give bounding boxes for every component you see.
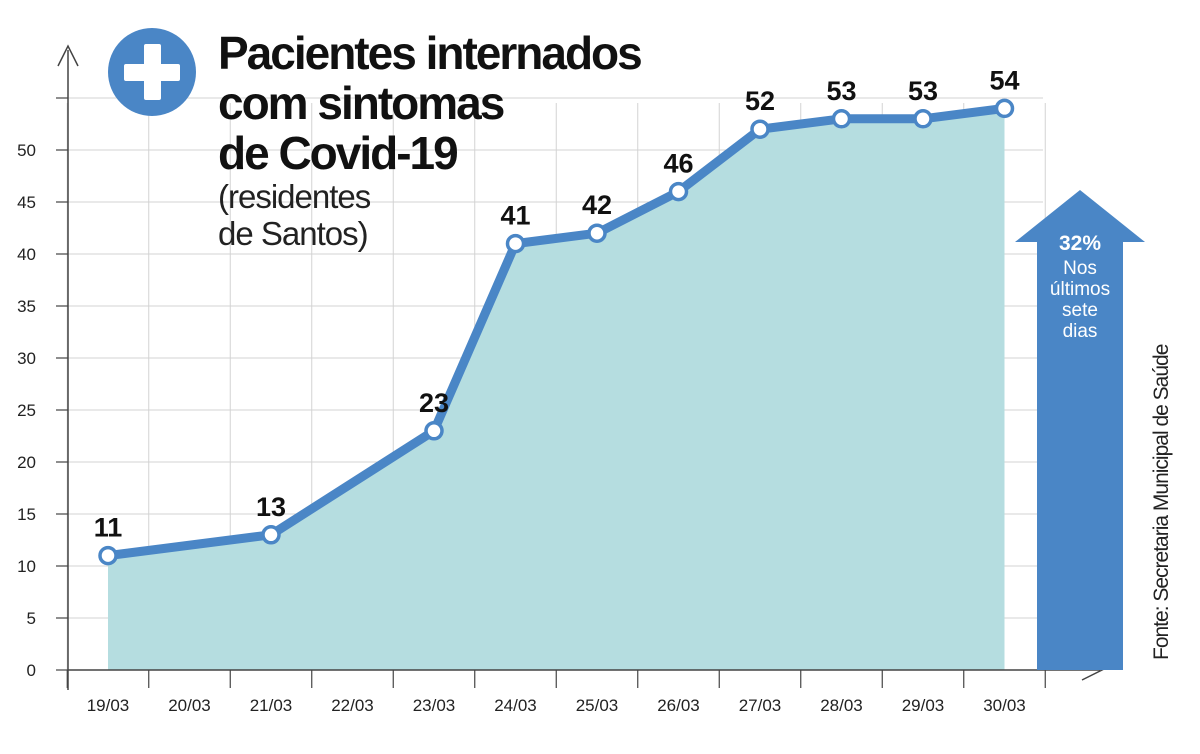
y-tick-label: 45 [17, 193, 36, 212]
y-tick-label: 10 [17, 557, 36, 576]
y-tick-label: 25 [17, 401, 36, 420]
data-label: 54 [989, 65, 1019, 95]
data-labels: 11 13 23 41 42 46 52 53 53 54 [94, 65, 1020, 542]
data-label: 52 [745, 86, 775, 116]
data-label: 11 [94, 513, 123, 543]
series-line [103, 103, 1009, 561]
up-arrow-shape [1015, 190, 1145, 670]
data-point [587, 223, 607, 243]
plus-cross-icon [108, 28, 196, 116]
x-tick-label: 27/03 [739, 696, 782, 715]
data-point [750, 119, 770, 139]
y-tick-label: 35 [17, 297, 36, 316]
data-point [424, 421, 444, 441]
data-point [913, 109, 933, 129]
growth-desc-line: dias [1062, 321, 1098, 342]
y-axis-ticks: 0 5 10 15 20 25 30 35 40 45 50 [17, 141, 36, 680]
data-label: 13 [256, 492, 286, 522]
y-tick-label: 0 [27, 661, 36, 680]
y-tick-label: 30 [17, 349, 36, 368]
x-tick-label: 21/03 [250, 696, 293, 715]
data-label: 42 [582, 190, 612, 220]
subtitle-line-1: (residentes [218, 178, 371, 215]
icon-cross-horizontal [124, 64, 180, 81]
growth-desc-line: sete [1062, 300, 1098, 321]
x-tick-label: 26/03 [657, 696, 700, 715]
data-point [994, 98, 1015, 119]
data-label: 53 [908, 76, 938, 106]
series-area [108, 108, 1005, 670]
up-arrow [1015, 190, 1145, 670]
growth-percent: 32% [1058, 232, 1102, 255]
data-point [261, 525, 281, 545]
x-tick-label: 23/03 [413, 696, 456, 715]
data-point [98, 545, 118, 566]
x-tick-label: 29/03 [902, 696, 945, 715]
data-point [505, 233, 526, 254]
x-tick-label: 30/03 [983, 696, 1026, 715]
data-label: 46 [663, 149, 693, 179]
growth-description: Nos últimos sete dias [1040, 258, 1120, 342]
growth-desc-line: Nos [1063, 258, 1097, 279]
x-tick-label: 22/03 [331, 696, 374, 715]
data-label: 23 [419, 388, 449, 418]
y-tick-label: 40 [17, 245, 36, 264]
data-label: 53 [826, 76, 856, 106]
y-tick-label: 15 [17, 505, 36, 524]
x-tick-label: 24/03 [494, 696, 537, 715]
series-points [98, 98, 1015, 566]
growth-desc-line: últimos [1049, 279, 1111, 300]
x-tick-label: 20/03 [168, 696, 211, 715]
subtitle-line-2: de Santos) [218, 215, 369, 252]
axes [56, 44, 1104, 690]
data-point [668, 181, 689, 202]
chart-title: Pacientes internados com sintomas de Cov… [218, 27, 643, 252]
data-point [831, 109, 852, 129]
y-axis-arrowhead [57, 44, 79, 67]
source-note: Fonte: Secretaria Municipal de Saúde [1150, 344, 1173, 660]
x-axis-ticks: 19/03 20/03 21/03 22/03 23/03 24/03 25/03 26/03… [87, 696, 1026, 715]
x-tick-label: 25/03 [576, 696, 619, 715]
x-tick-label: 28/03 [820, 696, 863, 715]
data-label: 41 [500, 201, 530, 231]
title-line-3: de Covid-19 [218, 127, 459, 179]
x-tick-label: 19/03 [87, 696, 130, 715]
y-tick-label: 50 [17, 141, 36, 160]
y-tick-label: 20 [17, 453, 36, 472]
title-line-2: com sintomas [218, 77, 505, 129]
title-line-1: Pacientes internados [218, 27, 643, 79]
y-tick-label: 5 [27, 609, 36, 628]
